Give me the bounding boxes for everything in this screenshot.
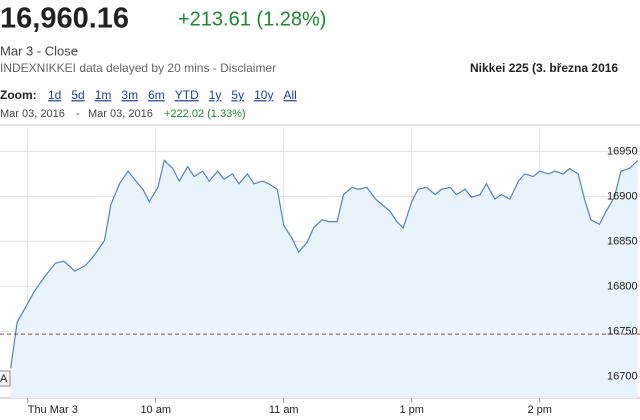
y-tick-label: 16950 (607, 145, 638, 157)
y-tick-label: 16700 (607, 370, 638, 382)
source: INDEXNIKKEI data delayed by 20 mins - Di… (0, 61, 276, 75)
y-tick-label: 16750 (607, 325, 638, 337)
range-from: Mar 03, 2016 (0, 108, 65, 120)
zoom-option[interactable]: 1y (209, 88, 222, 102)
line (10, 159, 639, 369)
zoom-option[interactable]: 1d (48, 88, 61, 102)
range-change: +222.02 (1.33%) (164, 108, 246, 120)
x-tick-label: 11 am (269, 404, 299, 416)
price: 16,960.16 (0, 3, 129, 35)
area (10, 160, 638, 398)
zoom-option[interactable]: 5y (231, 88, 244, 102)
chart-title: Nikkei 225 (3. března 2016 (470, 61, 618, 75)
x-tick-label: 10 am (140, 404, 171, 416)
zoom-label: Zoom: (0, 88, 37, 102)
annotation-box (0, 370, 11, 387)
x-tick-label: 2 pm (527, 404, 551, 416)
y-tick-label: 16900 (607, 190, 638, 202)
zoom-option[interactable]: 1m (95, 88, 112, 102)
range-to: Mar 03, 2016 (88, 108, 153, 120)
y-tick-label: 16800 (607, 280, 638, 292)
status: Mar 3 - Close (0, 43, 78, 58)
range-separator: - (76, 108, 80, 120)
y-tick-label: 16850 (607, 235, 638, 247)
x-tick-label: Thu Mar 3 (28, 404, 78, 416)
zoom-option[interactable]: 5d (71, 88, 84, 102)
zoom-option[interactable]: 3m (121, 88, 138, 102)
price-change: +213.61 (1.28%) (178, 8, 326, 30)
zoom-option[interactable]: YTD (175, 88, 199, 102)
zoom-option[interactable]: All (283, 88, 296, 102)
annotation: A (0, 373, 8, 385)
zoom-option[interactable]: 10y (254, 88, 273, 102)
x-tick-label: 1 pm (399, 404, 423, 416)
zoom-option[interactable]: 6m (148, 88, 165, 102)
